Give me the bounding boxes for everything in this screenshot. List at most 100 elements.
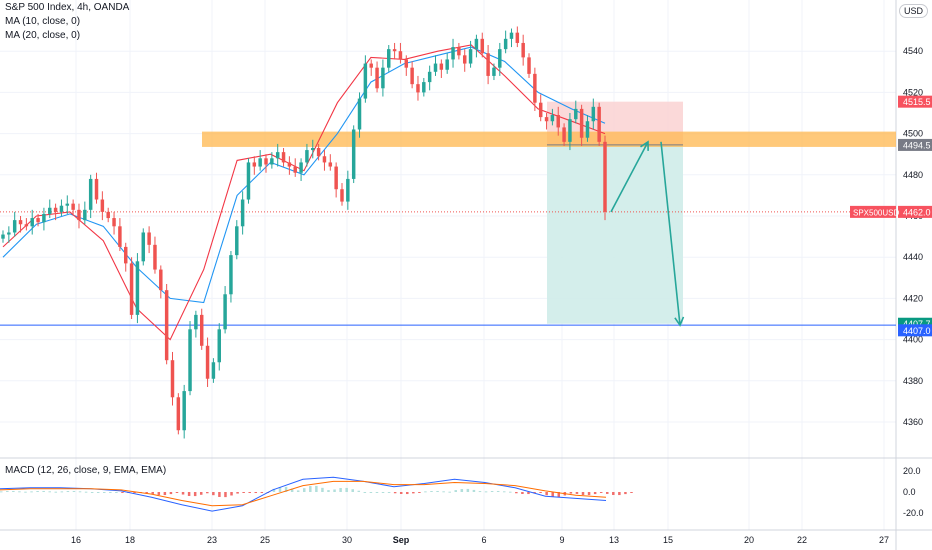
macd-histogram-bar [206, 492, 209, 494]
candle-body [334, 166, 338, 190]
macd-histogram-bar [551, 492, 554, 497]
last-price-tag-bg [898, 205, 932, 218]
candle-body [147, 232, 151, 245]
candle-body [88, 178, 93, 210]
macd-line [0, 476, 607, 512]
target-price-tag: 4407.7 [903, 319, 931, 329]
macd-histogram-bar [599, 492, 603, 493]
candle-body [381, 67, 385, 89]
macd-histogram-bar [606, 492, 609, 494]
candle-body [53, 207, 58, 212]
candle-body [462, 55, 467, 64]
macd-histogram-bar [466, 488, 470, 492]
candle-body [416, 84, 420, 93]
macd-histogram-bar [193, 492, 197, 497]
time-tick-label: 30 [342, 535, 352, 545]
candle-body [351, 129, 356, 179]
macd-histogram-bar [36, 491, 39, 493]
price-tick-label: 4480 [903, 170, 923, 180]
candle-body [427, 71, 432, 83]
time-tick-label: 22 [797, 535, 807, 545]
macd-histogram-bar [48, 491, 51, 493]
candle-body [603, 141, 607, 212]
candle-body [486, 53, 490, 76]
macd-histogram-bar [490, 491, 494, 493]
macd-histogram-bar [424, 491, 427, 493]
candle-body [194, 314, 198, 330]
candle-body [182, 391, 186, 431]
candle-body [106, 211, 110, 219]
candle-body [346, 178, 350, 202]
price-tick-label: 4500 [903, 129, 923, 139]
macd-histogram-bar [218, 492, 221, 497]
ma20-legend: MA (20, close, 0) [5, 30, 81, 41]
macd-histogram-bar [527, 492, 530, 495]
macd-histogram-bar [478, 491, 482, 493]
symbol-label: SPX500USD [853, 208, 899, 217]
macd-histogram-bar [115, 492, 118, 493]
hline-price-tag-bg [898, 324, 932, 337]
macd-histogram-bar [12, 490, 15, 492]
time-tick-label: 16 [71, 535, 81, 545]
time-tick-label: Sep [393, 535, 410, 545]
candle-body [100, 199, 105, 212]
candle-body [322, 156, 327, 163]
macd-histogram-bar [109, 492, 112, 493]
candle-body [12, 220, 17, 233]
time-tick-label: 13 [609, 535, 619, 545]
macd-histogram-bar [618, 492, 621, 496]
candle-body [375, 67, 379, 89]
macd-histogram-bar [460, 489, 464, 492]
macd-histogram-bar [515, 492, 518, 494]
macd-histogram-bar [103, 492, 106, 493]
macd-histogram-bar [454, 490, 457, 492]
candle-body [579, 108, 584, 138]
candle-body [363, 63, 368, 99]
candle-body [340, 189, 344, 202]
macd-legend: MACD (12, 26, close, 9, EMA, EMA) [5, 465, 167, 476]
macd-histogram-bar [254, 492, 258, 494]
macd-histogram-bar [399, 492, 403, 494]
candles [1, 26, 607, 439]
macd-histogram-bar [42, 490, 45, 492]
candle-body [83, 209, 87, 221]
macd-histogram-bar [351, 489, 354, 492]
macd-histogram-bar [630, 492, 633, 493]
candle-body [305, 150, 309, 163]
macd-histogram-bar [593, 492, 597, 495]
projection-arrows [610, 140, 685, 327]
macd-histogram-bar [157, 492, 161, 495]
macd-histogram-bar [169, 492, 173, 495]
macd-histogram-bar [430, 491, 433, 493]
candle-body [433, 63, 438, 72]
candle-body [258, 158, 262, 167]
entry-price-tag: 4494.5 [903, 140, 931, 150]
time-tick-label: 27 [879, 535, 889, 545]
candle-body [422, 82, 426, 93]
hline-price-tag: 4407.0 [903, 326, 931, 336]
currency-button[interactable]: USD [898, 4, 928, 18]
candle-body [398, 51, 403, 60]
candle-body [287, 162, 292, 167]
macd-histogram-bar [96, 492, 100, 493]
up-arrow-head [640, 140, 649, 151]
macd-histogram-bar [175, 492, 179, 493]
macd-histogram-bar [224, 492, 227, 498]
macd-histogram-bar [569, 492, 573, 494]
candle-body [24, 224, 29, 227]
macd-histogram-bar [502, 491, 506, 493]
price-tick-label: 4360 [903, 417, 923, 427]
candle-body [591, 106, 596, 122]
macd-histogram-bar [260, 492, 264, 493]
ma20-line [2, 46, 606, 304]
moving-averages [2, 44, 606, 341]
macd-histogram-bar [357, 490, 361, 492]
candle-body [509, 32, 514, 39]
candle-body [515, 32, 520, 43]
macd-histogram-bar [612, 492, 615, 495]
candle-body [240, 199, 245, 227]
candle-body [275, 152, 280, 159]
macd-histogram-bar [84, 491, 88, 493]
macd-histogram-bar [345, 487, 348, 492]
